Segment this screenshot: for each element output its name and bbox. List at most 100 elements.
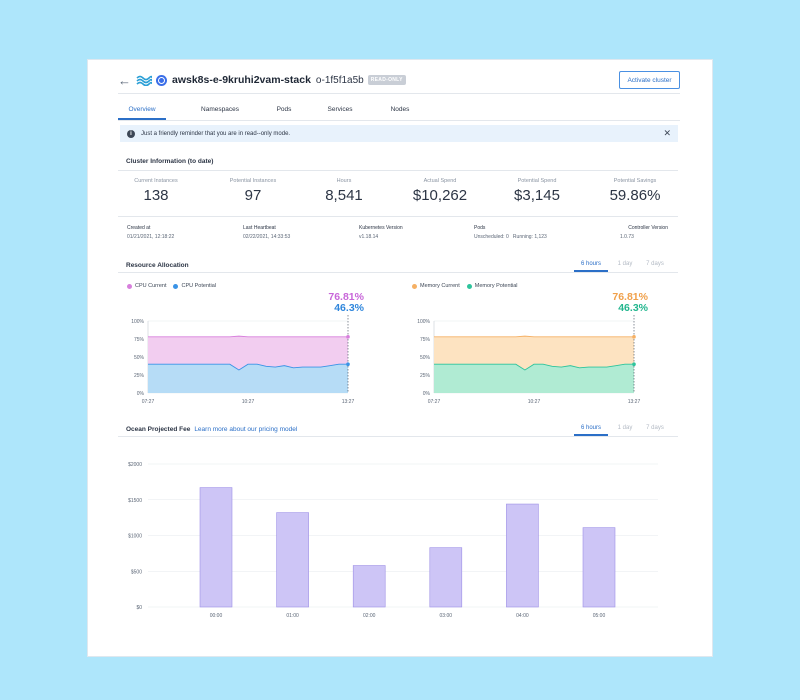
tab-pods[interactable]: Pods [276, 106, 292, 113]
fee-divider [118, 436, 678, 437]
current-line [148, 335, 348, 338]
memory-current-pct: 76.81% [612, 291, 648, 303]
header-divider [118, 93, 680, 94]
y-tick-label: 0% [423, 391, 431, 397]
k8s-label: Kubernetes Version [359, 225, 403, 231]
controller-value: 1.0.73 [620, 234, 634, 240]
x-tick-label: 10:27 [242, 399, 255, 405]
y-tick-label: $1500 [128, 498, 142, 504]
potential-line [434, 363, 634, 371]
pods-running: Running: 1,123 [512, 234, 547, 240]
x-tick-label: 00:00 [210, 613, 223, 619]
memory-legend: Memory Current Memory Potential [412, 283, 525, 289]
potential-point [346, 362, 350, 366]
y-tick-label: 100% [417, 319, 430, 325]
stat-current-instances: Current Instances 138 [111, 178, 201, 204]
created-value: 01/21/2021, 12:18:22 [127, 234, 175, 240]
activate-cluster-button[interactable]: Activate cluster [619, 71, 680, 89]
kubernetes-version: Kubernetes Version v1.18.14 [359, 224, 403, 242]
potential-area [434, 364, 634, 393]
stat-label: Hours [336, 178, 352, 184]
cluster-info-divider [118, 170, 678, 171]
fee-title: Ocean Projected Fee Learn more about our … [126, 426, 297, 433]
info-icon: i [127, 129, 135, 138]
legend-label: CPU Potential [181, 283, 217, 289]
stat-value: $3,145 [514, 187, 560, 204]
memory-potential-pct: 46.3% [618, 302, 648, 314]
pricing-link[interactable]: Learn more about our pricing model [194, 426, 298, 433]
cluster-id: o-1f5f1a5b [315, 74, 364, 86]
stat-label: Potential Instances [229, 178, 277, 184]
fee-range-7-days[interactable]: 7 days [646, 425, 664, 431]
legend-item: CPU Potential [173, 283, 216, 289]
cpu-current-dot [127, 283, 132, 289]
stat-label: Actual Spend [423, 178, 457, 184]
legend-item: Memory Potential [466, 283, 518, 289]
bar [199, 487, 233, 608]
controller-label: Controller Version [628, 225, 668, 231]
x-tick-label: 13:27 [628, 399, 641, 405]
read-only-banner: i Just a friendly reminder that you are … [120, 125, 678, 142]
bar [582, 527, 616, 608]
tab-bar: Overview Namespaces Pods Services Nodes [118, 100, 678, 120]
ocean-logo-icon [136, 75, 152, 86]
tab-nodes[interactable]: Nodes [390, 106, 410, 113]
stat-value: $10,262 [412, 187, 468, 204]
potential-point [632, 362, 636, 366]
fee-bar-chart: $2000 $1500 $1000 $500 $0 00:00 01:00 02:00 03:0… [128, 462, 658, 619]
pods-unscheduled: Unscheduled: 0 [474, 234, 509, 240]
current-line [434, 335, 634, 338]
resource-divider [118, 272, 678, 273]
tab-namespaces[interactable]: Namespaces [201, 106, 239, 113]
created-label: Created at [127, 225, 151, 231]
resource-range-tabs: 6 hours 1 day 7 days [574, 258, 674, 272]
stat-value: 8,541 [325, 187, 363, 204]
k8s-value: v1.18.14 [359, 234, 379, 240]
stat-potential-instances: Potential Instances 97 [208, 178, 298, 204]
x-tick-label: 07:27 [142, 399, 155, 405]
y-tick-label: 75% [134, 337, 145, 343]
legend-label: Memory Current [420, 283, 460, 289]
banner-text: Just a friendly reminder that you are in… [141, 130, 291, 137]
fee-range-6-hours[interactable]: 6 hours [574, 422, 608, 436]
range-7-days[interactable]: 7 days [646, 261, 664, 267]
range-1-day[interactable]: 1 day [617, 261, 633, 267]
controller-version: Controller Version 1.0.73 [620, 224, 668, 242]
tab-services[interactable]: Services [327, 106, 353, 113]
legend-label: Memory Potential [474, 283, 518, 289]
y-tick-label: 50% [420, 355, 431, 361]
bar [276, 512, 309, 608]
potential-area [148, 364, 348, 393]
current-point [346, 335, 350, 339]
stat-value: 59.86% [609, 187, 661, 204]
cpu-current-pct: 76.81% [328, 291, 364, 303]
pods-label: Pods [474, 225, 486, 231]
y-tick-label: $1000 [128, 534, 142, 540]
potential-line [148, 363, 348, 371]
memory-current-dot [412, 283, 417, 289]
y-tick-label: 0% [137, 391, 145, 397]
x-tick-label: 10:27 [528, 399, 541, 405]
close-icon[interactable]: ✕ [663, 128, 671, 138]
memory-potential-dot [466, 283, 472, 289]
current-point [632, 335, 636, 339]
y-tick-label: 25% [134, 373, 145, 379]
legend-item: CPU Current [127, 283, 166, 289]
x-tick-label: 01:00 [286, 613, 299, 619]
fee-range-tabs: 6 hours 1 day 7 days [574, 422, 674, 436]
legend-label: CPU Current [135, 283, 167, 289]
pods-info: Pods Unscheduled: 0 Running: 1,123 [474, 224, 547, 242]
stat-potential-savings: Potential Savings 59.86% [590, 178, 680, 204]
x-tick-label: 04:00 [516, 613, 529, 619]
x-tick-label: 13:27 [342, 399, 355, 405]
cpu-potential-dot [173, 283, 179, 289]
range-6-hours[interactable]: 6 hours [574, 258, 608, 272]
created-at: Created at 01/21/2021, 12:18:22 [127, 224, 174, 242]
bar [506, 503, 539, 608]
tab-overview[interactable]: Overview [118, 100, 166, 120]
y-tick-label: $2000 [128, 462, 142, 468]
stat-hours: Hours 8,541 [299, 178, 389, 204]
fee-range-1-day[interactable]: 1 day [617, 425, 633, 431]
cluster-info-title: Cluster Information (to date) [126, 158, 214, 165]
arrow-left-icon[interactable]: ← [118, 72, 131, 88]
